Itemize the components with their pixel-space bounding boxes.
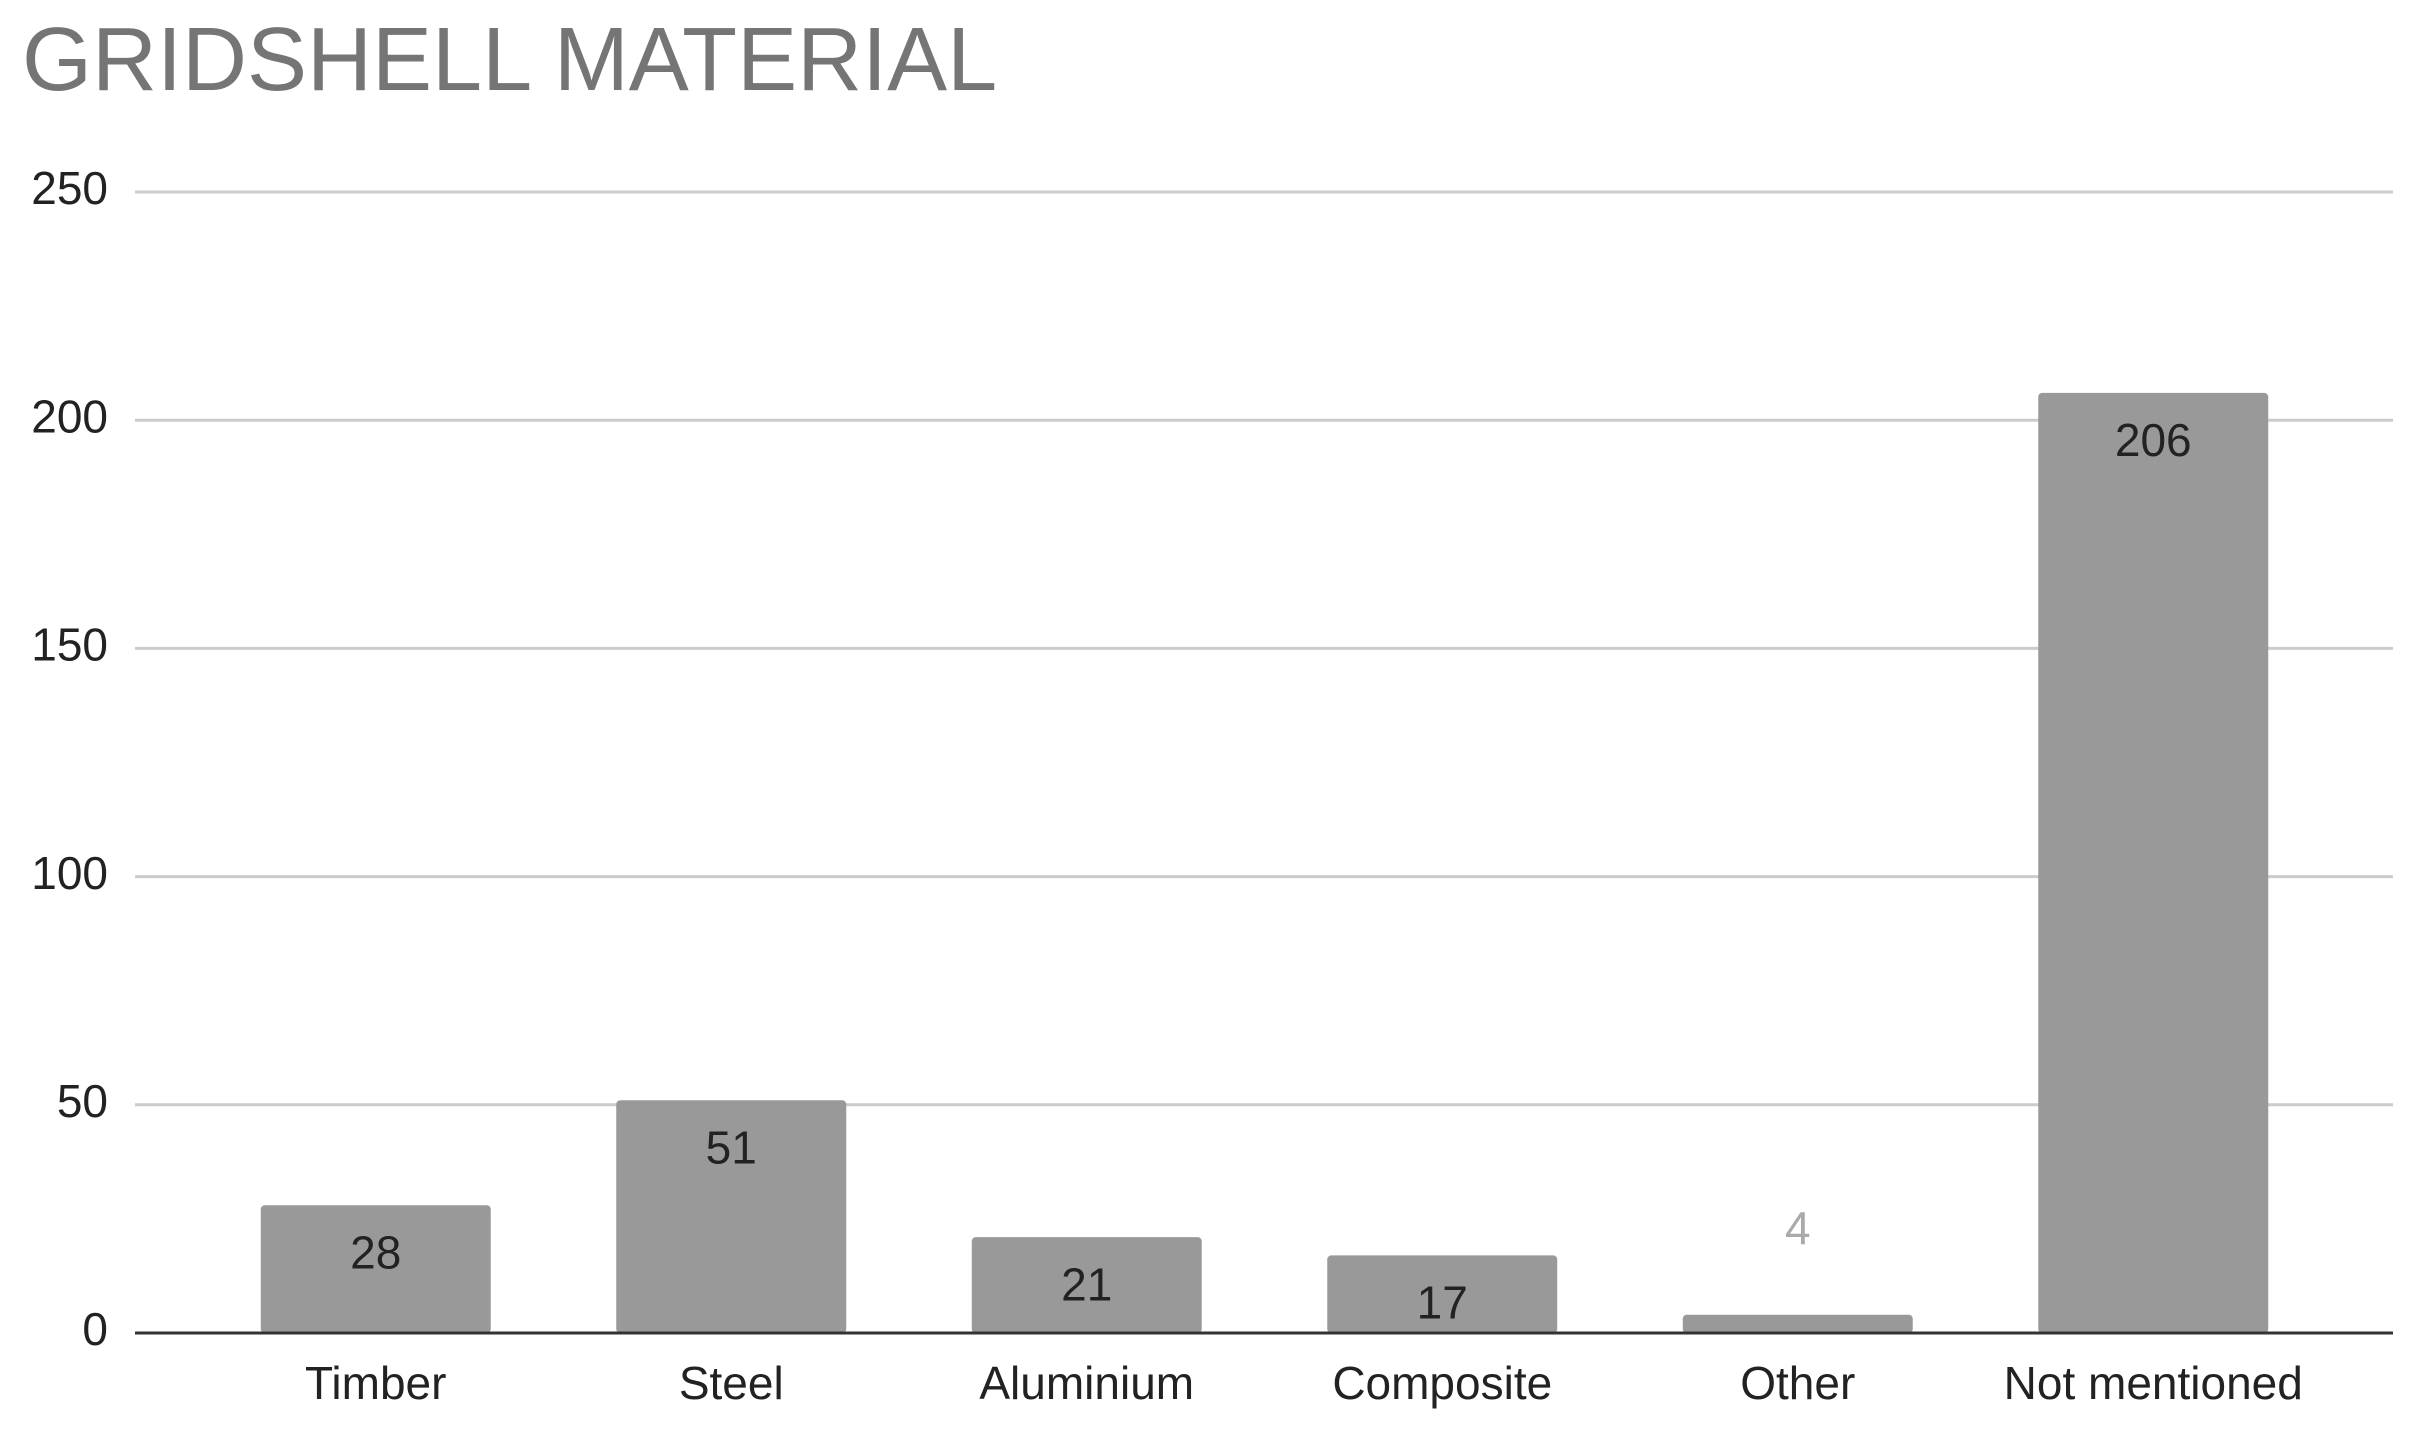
y-tick-label: 200 bbox=[31, 390, 108, 442]
bar bbox=[260, 1205, 491, 1333]
y-tick-label: 250 bbox=[31, 162, 108, 214]
x-tick-label: Steel bbox=[679, 1357, 784, 1409]
bar bbox=[1682, 1314, 1913, 1333]
x-tick-label: Timber bbox=[305, 1357, 446, 1409]
y-tick-label: 0 bbox=[82, 1303, 108, 1355]
bar bbox=[971, 1237, 1202, 1333]
data-label: 17 bbox=[1417, 1277, 1468, 1329]
chart-title: GRIDSHELL MATERIAL bbox=[22, 10, 997, 110]
y-tick-label: 100 bbox=[31, 847, 108, 899]
bar bbox=[1327, 1255, 1558, 1333]
x-tick-label: Not mentioned bbox=[2004, 1357, 2303, 1409]
y-tick-label: 150 bbox=[31, 619, 108, 671]
x-tick-label: Other bbox=[1740, 1357, 1855, 1409]
bar bbox=[616, 1100, 847, 1333]
data-label: 206 bbox=[2115, 414, 2192, 466]
data-label: 28 bbox=[350, 1226, 401, 1278]
data-label: 4 bbox=[1785, 1202, 1811, 1254]
data-label: 21 bbox=[1061, 1258, 1112, 1310]
x-tick-label: Aluminium bbox=[979, 1357, 1194, 1409]
bar bbox=[2038, 392, 2269, 1333]
x-tick-label: Composite bbox=[1332, 1357, 1552, 1409]
data-label: 51 bbox=[706, 1121, 757, 1173]
y-tick-label: 50 bbox=[57, 1075, 108, 1127]
